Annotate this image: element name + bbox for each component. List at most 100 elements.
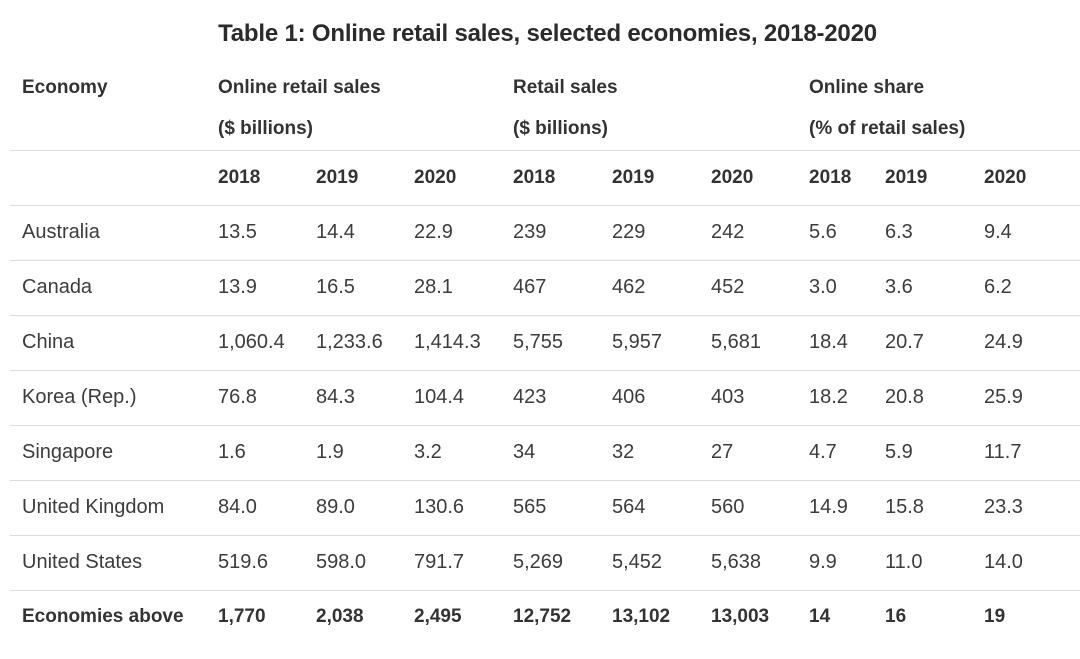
header-row-units: ($ billions) ($ billions) (% of retail s…	[10, 108, 1080, 150]
value-cell: 3.2	[414, 424, 513, 480]
value-cell: 14	[809, 589, 885, 644]
value-cell: 12,752	[513, 589, 612, 644]
table-row: Australia 13.5 14.4 22.9 239 229 242 5.6 6.3 9.4	[10, 204, 1080, 260]
value-cell: 84.0	[218, 479, 316, 535]
economy-cell: Australia	[10, 204, 218, 260]
value-cell: 11.0	[885, 534, 984, 590]
value-cell: 5.9	[885, 424, 984, 480]
value-cell: 20.8	[885, 369, 984, 425]
value-cell: 89.0	[316, 479, 414, 535]
value-cell: 1,060.4	[218, 314, 316, 370]
value-cell: 20.7	[885, 314, 984, 370]
economy-cell: United Kingdom	[10, 479, 218, 535]
value-cell: 14.9	[809, 479, 885, 535]
total-row: Economies above 1,770 2,038 2,495 12,752 13,1…	[10, 589, 1080, 644]
table-row: United Kingdom 84.0 89.0 130.6 565 564 560 14.9…	[10, 479, 1080, 535]
value-cell: 14.0	[984, 534, 1080, 590]
value-cell: 28.1	[414, 259, 513, 315]
value-cell: 565	[513, 479, 612, 535]
value-cell: 5,452	[612, 534, 711, 590]
value-cell: 3.0	[809, 259, 885, 315]
value-cell: 27	[711, 424, 809, 480]
value-cell: 16.5	[316, 259, 414, 315]
value-cell: 5,755	[513, 314, 612, 370]
value-cell: 406	[612, 369, 711, 425]
value-cell: 564	[612, 479, 711, 535]
value-cell: 560	[711, 479, 809, 535]
header-online-share: Online share	[809, 77, 925, 98]
table-row: United States 519.6 598.0 791.7 5,269 5,452 5,…	[10, 534, 1080, 590]
value-cell: 791.7	[414, 534, 513, 590]
value-cell: 14.4	[316, 204, 414, 260]
header-economy: Economy	[22, 77, 108, 98]
year-header: 2019	[612, 149, 711, 205]
value-cell: 4.7	[809, 424, 885, 480]
value-cell: 130.6	[414, 479, 513, 535]
economy-cell: China	[10, 314, 218, 370]
value-cell: 84.3	[316, 369, 414, 425]
value-cell: 1.9	[316, 424, 414, 480]
table-row: Korea (Rep.) 76.8 84.3 104.4 423 406 403 18.2 20…	[10, 369, 1080, 425]
value-cell: 13,102	[612, 589, 711, 644]
value-cell: 1.6	[218, 424, 316, 480]
table-row: Canada 13.9 16.5 28.1 467 462 452 3.0 3.6 6.2	[10, 259, 1080, 315]
value-cell: 32	[612, 424, 711, 480]
value-cell: 23.3	[984, 479, 1080, 535]
table-row: Singapore 1.6 1.9 3.2 34 32 27 4.7 5.9 11.7	[10, 424, 1080, 480]
value-cell: 239	[513, 204, 612, 260]
header-row-groups: Economy Online retail sales Retail sales…	[10, 66, 1080, 108]
year-header: 2020	[984, 149, 1080, 205]
value-cell: 403	[711, 369, 809, 425]
economy-cell: Canada	[10, 259, 218, 315]
value-cell: 6.3	[885, 204, 984, 260]
value-cell: 1,414.3	[414, 314, 513, 370]
economy-cell: Korea (Rep.)	[10, 369, 218, 425]
value-cell: 5,957	[612, 314, 711, 370]
value-cell: 229	[612, 204, 711, 260]
value-cell: 22.9	[414, 204, 513, 260]
year-header: 2020	[711, 149, 809, 205]
value-cell: 9.9	[809, 534, 885, 590]
value-cell: 5,638	[711, 534, 809, 590]
value-cell: 598.0	[316, 534, 414, 590]
value-cell: 9.4	[984, 204, 1080, 260]
value-cell: 2,038	[316, 589, 414, 644]
value-cell: 5.6	[809, 204, 885, 260]
year-header: 2020	[414, 149, 513, 205]
economy-cell: United States	[10, 534, 218, 590]
year-header: 2019	[316, 149, 414, 205]
value-cell: 1,770	[218, 589, 316, 644]
value-cell: 13.5	[218, 204, 316, 260]
header-online-retail-sales-unit: ($ billions)	[218, 117, 313, 139]
year-header: 2018	[218, 149, 316, 205]
economy-cell: Economies above	[10, 589, 218, 644]
value-cell: 104.4	[414, 369, 513, 425]
header-retail-sales-unit: ($ billions)	[513, 117, 608, 139]
value-cell: 15.8	[885, 479, 984, 535]
table-row: China 1,060.4 1,233.6 1,414.3 5,755 5,957 5,68…	[10, 314, 1080, 370]
header-row-years: 2018 2019 2020 2018 2019 2020 2018 2019 …	[10, 149, 1080, 205]
value-cell: 13,003	[711, 589, 809, 644]
economy-cell: Singapore	[10, 424, 218, 480]
value-cell: 423	[513, 369, 612, 425]
value-cell: 76.8	[218, 369, 316, 425]
header-online-retail-sales: Online retail sales	[218, 77, 381, 98]
value-cell: 34	[513, 424, 612, 480]
value-cell: 19	[984, 589, 1080, 644]
value-cell: 2,495	[414, 589, 513, 644]
value-cell: 11.7	[984, 424, 1080, 480]
value-cell: 467	[513, 259, 612, 315]
value-cell: 519.6	[218, 534, 316, 590]
value-cell: 6.2	[984, 259, 1080, 315]
value-cell: 242	[711, 204, 809, 260]
retail-sales-table: Economy Online retail sales Retail sales…	[10, 66, 1080, 644]
value-cell: 13.9	[218, 259, 316, 315]
header-online-share-unit: (% of retail sales)	[809, 117, 966, 139]
value-cell: 16	[885, 589, 984, 644]
year-header: 2018	[809, 149, 885, 205]
value-cell: 18.4	[809, 314, 885, 370]
value-cell: 1,233.6	[316, 314, 414, 370]
header-retail-sales: Retail sales	[513, 77, 618, 98]
table-title: Table 1: Online retail sales, selected e…	[218, 20, 877, 47]
value-cell: 5,269	[513, 534, 612, 590]
